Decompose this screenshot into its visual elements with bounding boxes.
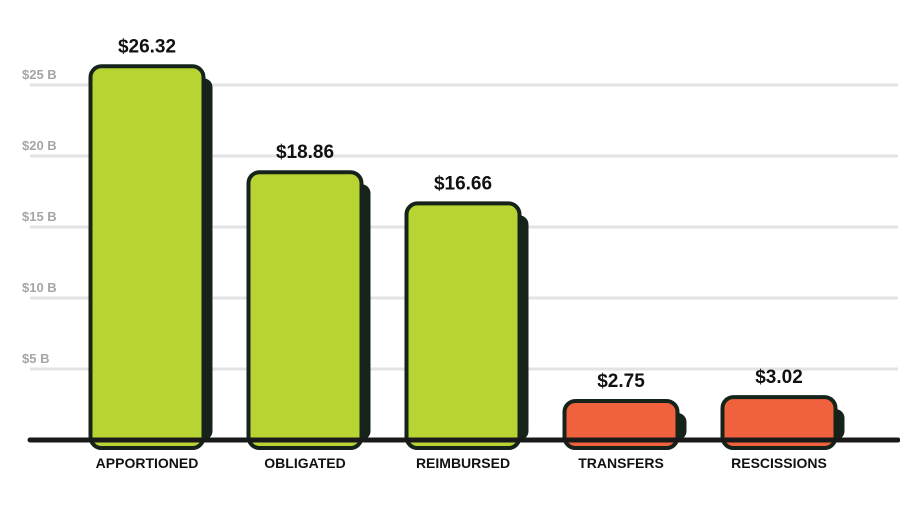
y-tick-label: $15 B bbox=[22, 209, 57, 224]
category-label: TRANSFERS bbox=[578, 455, 664, 471]
bar-group: $16.66 bbox=[404, 173, 529, 450]
bar bbox=[88, 64, 206, 450]
y-axis-ticks: $5 B $10 B $15 B $20 B $25 B bbox=[22, 67, 57, 366]
y-tick-label: $20 B bbox=[22, 138, 57, 153]
category-label: APPORTIONED bbox=[96, 455, 199, 471]
bar-group: $2.75 bbox=[562, 371, 687, 451]
y-tick-label: $10 B bbox=[22, 280, 57, 295]
bar bbox=[246, 170, 364, 451]
data-label: $16.66 bbox=[434, 173, 492, 194]
x-axis-labels: APPORTIONED OBLIGATED REIMBURSED TRANSFERS R… bbox=[96, 455, 827, 471]
data-label: $3.02 bbox=[755, 367, 803, 388]
bars: $26.32 $18.86 $16.66 $2.75 $3.02 bbox=[88, 36, 845, 451]
category-label: OBLIGATED bbox=[264, 455, 345, 471]
bar-group: $3.02 bbox=[720, 367, 845, 450]
data-label: $2.75 bbox=[597, 371, 645, 392]
bar bbox=[562, 398, 680, 451]
category-label: REIMBURSED bbox=[416, 455, 510, 471]
bar-group: $18.86 bbox=[246, 142, 371, 451]
bar-group: $26.32 bbox=[88, 36, 213, 450]
y-tick-label: $25 B bbox=[22, 67, 57, 82]
data-label: $18.86 bbox=[276, 142, 334, 163]
data-label: $26.32 bbox=[118, 36, 176, 57]
bar bbox=[720, 395, 838, 450]
category-label: RESCISSIONS bbox=[731, 455, 827, 471]
bar bbox=[404, 201, 522, 450]
y-tick-label: $5 B bbox=[22, 351, 49, 366]
